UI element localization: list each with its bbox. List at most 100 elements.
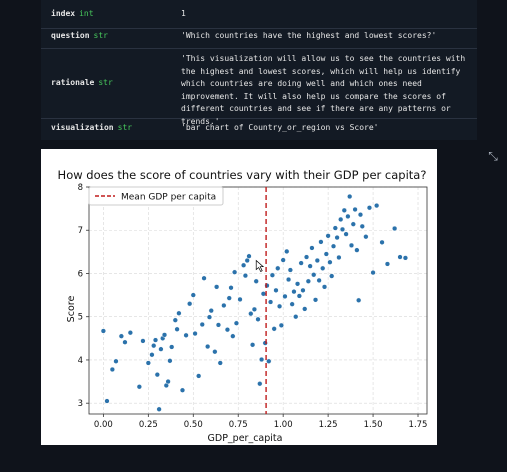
data-point xyxy=(228,285,234,291)
data-point xyxy=(248,311,254,317)
x-tick-label: 0.25 xyxy=(139,420,158,430)
row-key: question str xyxy=(51,31,108,40)
chart-legend: Mean GDP per capita xyxy=(88,186,224,206)
y-axis-label: Score xyxy=(66,296,77,323)
data-point xyxy=(255,316,261,322)
data-point xyxy=(176,310,182,316)
y-tick-label: 7 xyxy=(78,226,83,236)
table-row: visualization str 'bar chart of Country_o… xyxy=(41,118,477,140)
data-point xyxy=(370,269,376,276)
data-point xyxy=(354,247,360,253)
data-point xyxy=(341,207,347,213)
data-point xyxy=(402,255,409,261)
data-point xyxy=(363,234,369,240)
x-axis-label: GDP_per_capita xyxy=(208,433,283,444)
data-point xyxy=(280,257,286,263)
data-point xyxy=(262,340,268,346)
data-point xyxy=(249,342,256,348)
data-point xyxy=(205,343,211,350)
data-point xyxy=(174,326,180,332)
y-tick-label: 4 xyxy=(78,356,83,366)
expand-icon[interactable]: ⤡ xyxy=(488,149,498,163)
data-point xyxy=(366,205,373,211)
data-point xyxy=(257,381,263,387)
data-point xyxy=(233,320,240,326)
chart-panel: How does the score of countries vary wit… xyxy=(41,149,437,445)
data-point xyxy=(192,330,198,337)
data-point xyxy=(374,202,380,209)
data-point xyxy=(167,358,173,364)
data-point xyxy=(104,398,110,404)
data-point xyxy=(348,242,355,249)
data-point xyxy=(356,297,362,303)
data-point xyxy=(284,248,290,255)
data-point xyxy=(323,251,329,257)
data-point xyxy=(122,339,128,345)
data-point xyxy=(145,360,151,366)
data-point xyxy=(352,206,358,213)
data-point xyxy=(158,346,164,352)
data-point xyxy=(278,322,285,329)
data-point xyxy=(276,303,283,309)
dataframe-table: index int 1 question str 'Which countries … xyxy=(41,0,477,140)
data-point xyxy=(293,314,299,320)
table-row: rationale str 'This visualization will al… xyxy=(41,48,477,126)
row-value: 'Which countries have the highest and lo… xyxy=(181,31,437,40)
data-point xyxy=(316,277,322,284)
data-point xyxy=(273,287,279,293)
data-point xyxy=(151,343,157,349)
y-tick-label: 6 xyxy=(78,269,83,279)
data-point xyxy=(357,212,364,218)
data-point xyxy=(201,275,207,281)
data-point xyxy=(208,308,214,314)
data-point xyxy=(113,358,119,364)
y-tick-label: 8 xyxy=(78,183,83,193)
data-point xyxy=(149,352,155,358)
data-point xyxy=(187,301,193,307)
data-point xyxy=(246,253,252,259)
data-point xyxy=(118,333,125,339)
data-point xyxy=(172,317,178,323)
data-point xyxy=(332,225,338,231)
table-row: index int 1 xyxy=(41,0,477,29)
data-point xyxy=(314,257,320,264)
data-point xyxy=(199,321,205,328)
data-point xyxy=(294,281,301,287)
data-point xyxy=(100,328,107,334)
scatter-chart: How does the score of countries vary wit… xyxy=(58,168,428,444)
data-point xyxy=(231,269,238,275)
data-point xyxy=(282,293,288,300)
y-tick-label: 3 xyxy=(78,399,83,409)
data-point xyxy=(206,314,213,320)
data-point xyxy=(334,234,340,241)
data-point xyxy=(165,378,171,385)
data-point xyxy=(275,265,281,271)
data-point xyxy=(154,372,160,378)
x-tick-label: 0.50 xyxy=(184,420,203,430)
data-point xyxy=(329,273,335,279)
data-point xyxy=(298,260,304,266)
row-key: visualization str xyxy=(51,123,133,132)
data-point xyxy=(271,326,277,332)
data-point xyxy=(152,337,159,343)
data-point xyxy=(345,213,351,220)
data-point xyxy=(291,288,297,295)
data-point xyxy=(221,302,227,309)
x-tick-label: 1.50 xyxy=(364,420,383,430)
data-point xyxy=(212,349,218,355)
data-point xyxy=(350,221,356,227)
data-point xyxy=(384,261,391,267)
data-point xyxy=(237,296,243,303)
data-point xyxy=(136,384,142,390)
data-point xyxy=(267,299,274,305)
data-point xyxy=(179,387,186,393)
data-point xyxy=(269,272,276,278)
data-point xyxy=(311,272,317,278)
data-point xyxy=(338,216,344,223)
x-tick-label: 0.75 xyxy=(229,420,248,430)
data-point xyxy=(140,338,146,344)
data-point xyxy=(296,293,303,299)
row-value: 1 xyxy=(181,9,186,18)
data-point xyxy=(287,267,294,273)
data-point xyxy=(303,254,310,260)
